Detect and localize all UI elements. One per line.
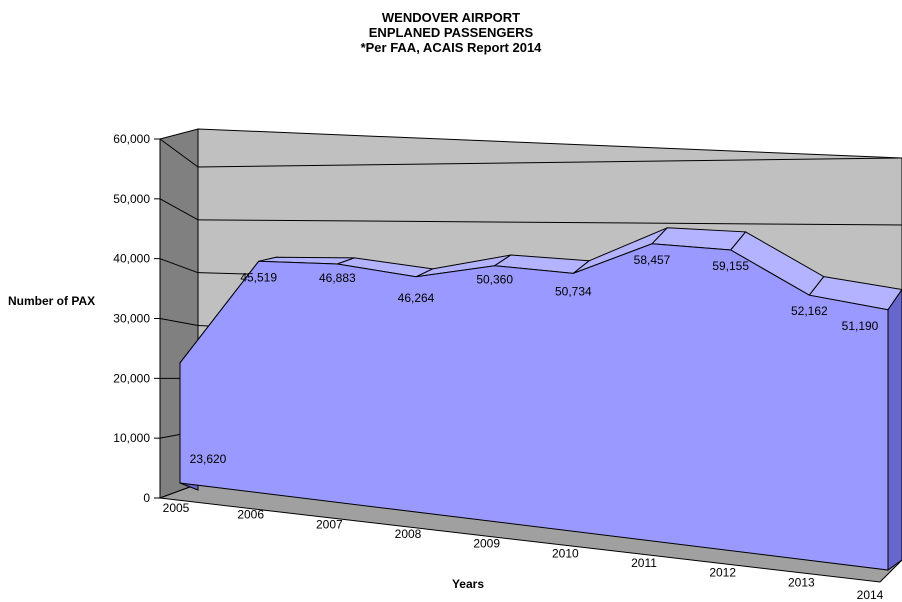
- x-axis: 2005 2006 2007 2008 2009 2010 2011 2012 2013 2014: [163, 501, 884, 602]
- gridline: [197, 157, 902, 168]
- y-tick-label: 30,000: [113, 312, 150, 326]
- chart-title-line-1: WENDOVER AIRPORT: [381, 10, 521, 25]
- x-axis-label: Years: [452, 577, 484, 591]
- chart-title-line-3: *Per FAA, ACAIS Report 2014: [360, 40, 542, 55]
- area-right-face: [887, 288, 902, 571]
- x-tick-label-2014: 2014: [857, 588, 884, 602]
- data-label-2012: 59,155: [712, 259, 749, 273]
- data-label-2006: 45,519: [240, 270, 277, 284]
- x-tick-label-2011: 2011: [631, 556, 657, 570]
- area-series: [179, 227, 902, 571]
- x-tick-label-2013: 2013: [788, 575, 815, 589]
- gridline: [197, 219, 902, 226]
- chart-title-line-2: ENPLANED PASSENGERS: [368, 25, 534, 40]
- gridline-side: [159, 198, 199, 221]
- x-tick-label-2010: 2010: [552, 546, 579, 560]
- y-axis-label: Number of PAX: [8, 294, 95, 308]
- y-tick-label: 60,000: [113, 132, 150, 146]
- data-label-2010: 50,734: [555, 284, 592, 298]
- data-label-2011: 58,457: [634, 253, 671, 267]
- x-tick-label-2009: 2009: [473, 537, 500, 551]
- x-tick-label-2007: 2007: [316, 517, 343, 531]
- gridline-side: [159, 258, 199, 274]
- y-axis: 0 10,000 20,000 30,000 40,000 50,000 60,000: [113, 132, 160, 505]
- x-tick-label-2012: 2012: [709, 566, 736, 580]
- floor: [159, 483, 902, 583]
- x-tick-label-2005: 2005: [163, 501, 190, 515]
- data-label-2009: 50,360: [476, 273, 513, 287]
- y-tick-label: 40,000: [113, 252, 150, 266]
- data-label-2005: 23,620: [190, 452, 227, 466]
- x-tick-label-2006: 2006: [237, 508, 264, 522]
- y-tick-label: 20,000: [113, 371, 150, 385]
- gridline-side: [159, 318, 199, 326]
- x-tick-label-2008: 2008: [395, 527, 422, 541]
- y-tick-label: 10,000: [113, 431, 150, 445]
- y-tick-label: 50,000: [113, 192, 150, 206]
- area-front-face: [179, 243, 889, 571]
- data-label-2014: 51,190: [842, 319, 879, 333]
- data-label-2013: 52,162: [791, 304, 828, 318]
- y-tick-label: 0: [143, 491, 150, 505]
- gridline-side: [159, 138, 199, 168]
- data-label-2007: 46,883: [319, 271, 356, 285]
- data-label-2008: 46,264: [398, 291, 435, 305]
- data-labels: 23,620 45,519 46,883 46,264 50,360 50,734 58,4…: [190, 253, 879, 466]
